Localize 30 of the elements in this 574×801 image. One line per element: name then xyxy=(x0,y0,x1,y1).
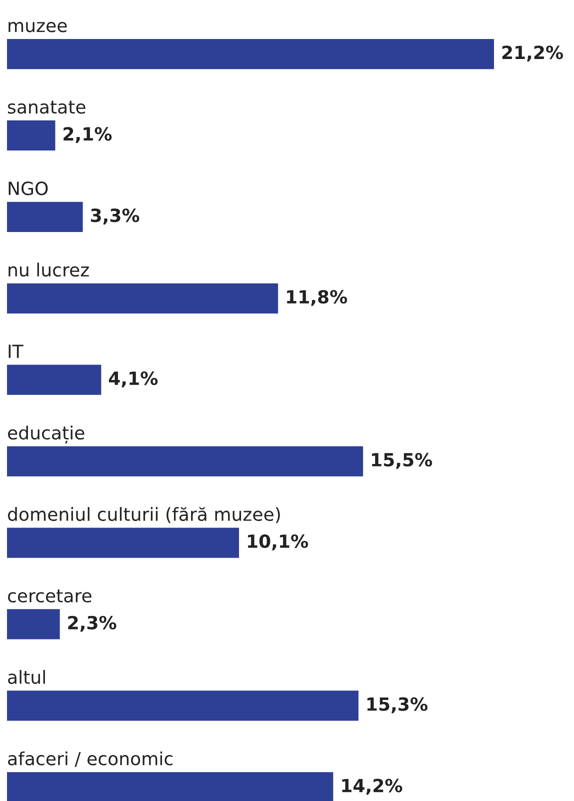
data-label: 15,5% xyxy=(372,452,432,469)
y-tick-label: NGO xyxy=(8,182,48,196)
bar xyxy=(7,202,83,232)
y-tick-label: sanatate xyxy=(8,100,86,114)
bar xyxy=(7,38,494,70)
data-label: 21,2% xyxy=(502,46,564,62)
bar xyxy=(7,120,56,151)
data-label: 4,1% xyxy=(108,371,158,388)
bar xyxy=(7,283,278,314)
y-tick-label: IT xyxy=(8,344,24,358)
bar xyxy=(7,772,334,801)
bar xyxy=(7,364,102,395)
bar xyxy=(7,609,60,640)
y-tick-label: educație xyxy=(8,426,84,444)
data-label: 14,2% xyxy=(342,778,402,795)
y-tick-label: domeniul culturii (fără muzee) xyxy=(8,506,280,524)
bar xyxy=(7,690,358,721)
data-label: 2,1% xyxy=(64,127,112,144)
data-label: 10,1% xyxy=(248,534,308,550)
bar xyxy=(7,446,364,476)
y-tick-label: nu lucrez xyxy=(8,262,89,277)
data-label: 11,8% xyxy=(287,290,348,306)
data-label: 3,3% xyxy=(90,208,140,224)
y-tick-label: cercetare xyxy=(8,590,92,602)
data-label: 2,3% xyxy=(68,616,116,632)
bar xyxy=(7,528,240,558)
data-label: 15,3% xyxy=(367,697,428,714)
y-tick-label: afaceri / economic xyxy=(8,751,173,767)
y-tick-label: altul xyxy=(8,670,45,684)
y-tick-label: muzee xyxy=(8,22,67,32)
